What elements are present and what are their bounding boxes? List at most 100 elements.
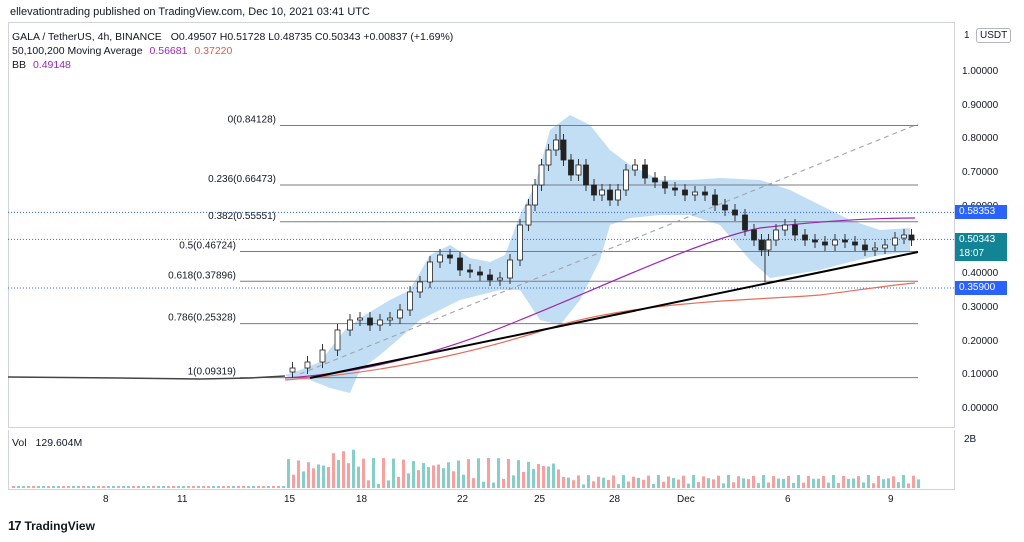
volume-bar xyxy=(502,478,505,488)
last-price-tag: 0.50343 xyxy=(955,233,1007,247)
volume-bar xyxy=(912,475,915,488)
price-tick-label: 0.40000 xyxy=(962,268,999,280)
candle-body xyxy=(682,189,688,196)
volume-bar xyxy=(532,468,535,488)
volume-bar xyxy=(632,476,635,488)
volume-bar xyxy=(457,460,460,488)
volume-panel[interactable] xyxy=(8,430,954,490)
volume-bar xyxy=(127,486,130,488)
volume-bar xyxy=(32,486,35,488)
volume-bar xyxy=(892,476,895,488)
volume-bar xyxy=(677,479,680,488)
volume-bar xyxy=(602,477,605,488)
candle-body xyxy=(427,261,433,283)
candle-body xyxy=(892,237,898,246)
bb-legend-row[interactable]: BB 0.49148 xyxy=(12,58,453,72)
volume-bar xyxy=(772,476,775,488)
volume-bar xyxy=(157,486,160,488)
volume-bar xyxy=(517,460,520,488)
candle-body xyxy=(832,239,838,246)
volume-bar xyxy=(87,486,90,488)
candle-body xyxy=(319,349,326,363)
volume-bar xyxy=(877,475,880,488)
volume-bar xyxy=(672,478,675,488)
candle-body xyxy=(908,234,915,241)
volume-bar xyxy=(662,481,665,488)
volume-bar xyxy=(257,486,260,488)
candle-body xyxy=(575,164,582,176)
candle-body xyxy=(722,204,728,211)
volume-bar xyxy=(537,463,540,488)
candle-body xyxy=(765,239,772,251)
volume-bar xyxy=(267,486,270,488)
time-axis-label: 15 xyxy=(284,494,296,505)
volume-bar xyxy=(547,466,550,488)
volume-bar xyxy=(407,473,410,488)
volume-bar xyxy=(882,479,885,488)
volume-scale-label: 2B xyxy=(964,434,977,445)
volume-bar xyxy=(732,482,735,488)
volume-bar xyxy=(757,483,760,488)
candle-body xyxy=(517,224,523,261)
candle-body xyxy=(802,234,808,241)
volume-bar xyxy=(692,475,695,488)
volume-scale xyxy=(954,430,1024,490)
volume-bar xyxy=(687,483,690,488)
volume-bar xyxy=(367,480,370,488)
candle-body xyxy=(289,367,296,373)
fib-level-label: 0.618(0.37896) xyxy=(168,270,236,281)
tradingview-footer[interactable]: 17 TradingView xyxy=(8,518,95,533)
fib-level-label: 1(0.09319) xyxy=(188,367,236,378)
symbol-name: GALA / TetherUS, 4h, BINANCE xyxy=(12,31,162,43)
currency-selector[interactable]: USDT xyxy=(976,28,1012,43)
volume-bar xyxy=(122,486,125,488)
candle-body xyxy=(532,184,538,206)
volume-bar xyxy=(887,478,890,488)
volume-bar xyxy=(332,453,335,488)
volume-bar xyxy=(237,486,240,488)
volume-bar xyxy=(717,475,720,488)
candle-body xyxy=(357,317,363,321)
volume-bar xyxy=(152,486,155,488)
volume-bar xyxy=(522,472,525,488)
candle-body xyxy=(623,169,629,191)
volume-bar xyxy=(107,486,110,488)
candle-body xyxy=(607,189,613,201)
candle-body xyxy=(457,257,463,271)
volume-label: Vol xyxy=(12,437,27,449)
volume-bar xyxy=(527,461,530,488)
symbol-legend-row[interactable]: GALA / TetherUS, 4h, BINANCE O0.49507 H0… xyxy=(12,30,453,44)
volume-bar xyxy=(637,477,640,488)
volume-bar xyxy=(762,475,765,488)
candle-body xyxy=(842,239,848,243)
candle-body xyxy=(712,194,718,206)
price-tick-label: 0.30000 xyxy=(962,301,999,313)
volume-bar xyxy=(822,476,825,488)
candle-body xyxy=(467,269,473,273)
volume-bar xyxy=(432,465,435,488)
price-tick-label: 0.20000 xyxy=(962,335,999,347)
time-axis[interactable]: 8 11 15 18 22 25 28 Dec 6 9 xyxy=(8,490,954,512)
volume-bar xyxy=(722,483,725,488)
volume-bar xyxy=(647,475,650,488)
volume-bar xyxy=(507,458,510,488)
volume-bar xyxy=(212,486,215,488)
volume-bar xyxy=(22,486,25,488)
volume-legend[interactable]: Vol 129.604M xyxy=(12,436,82,450)
price-scale[interactable] xyxy=(954,22,1024,428)
volume-bar xyxy=(247,486,250,488)
volume-bar xyxy=(282,486,285,488)
volume-bar xyxy=(872,483,875,488)
candle-body xyxy=(852,241,858,246)
currency-label: USDT xyxy=(980,30,1008,41)
price-chart-panel[interactable] xyxy=(8,22,954,428)
volume-bar xyxy=(52,486,55,488)
ma-value-1: 0.56681 xyxy=(149,45,188,57)
candle-body xyxy=(901,234,907,239)
volume-bar xyxy=(412,461,415,488)
ma-legend-row[interactable]: 50,100,200 Moving Average 0.56681 0.3722… xyxy=(12,44,453,58)
volume-bar xyxy=(682,475,685,488)
volume-bar xyxy=(242,486,245,488)
volume-bar xyxy=(467,459,470,488)
